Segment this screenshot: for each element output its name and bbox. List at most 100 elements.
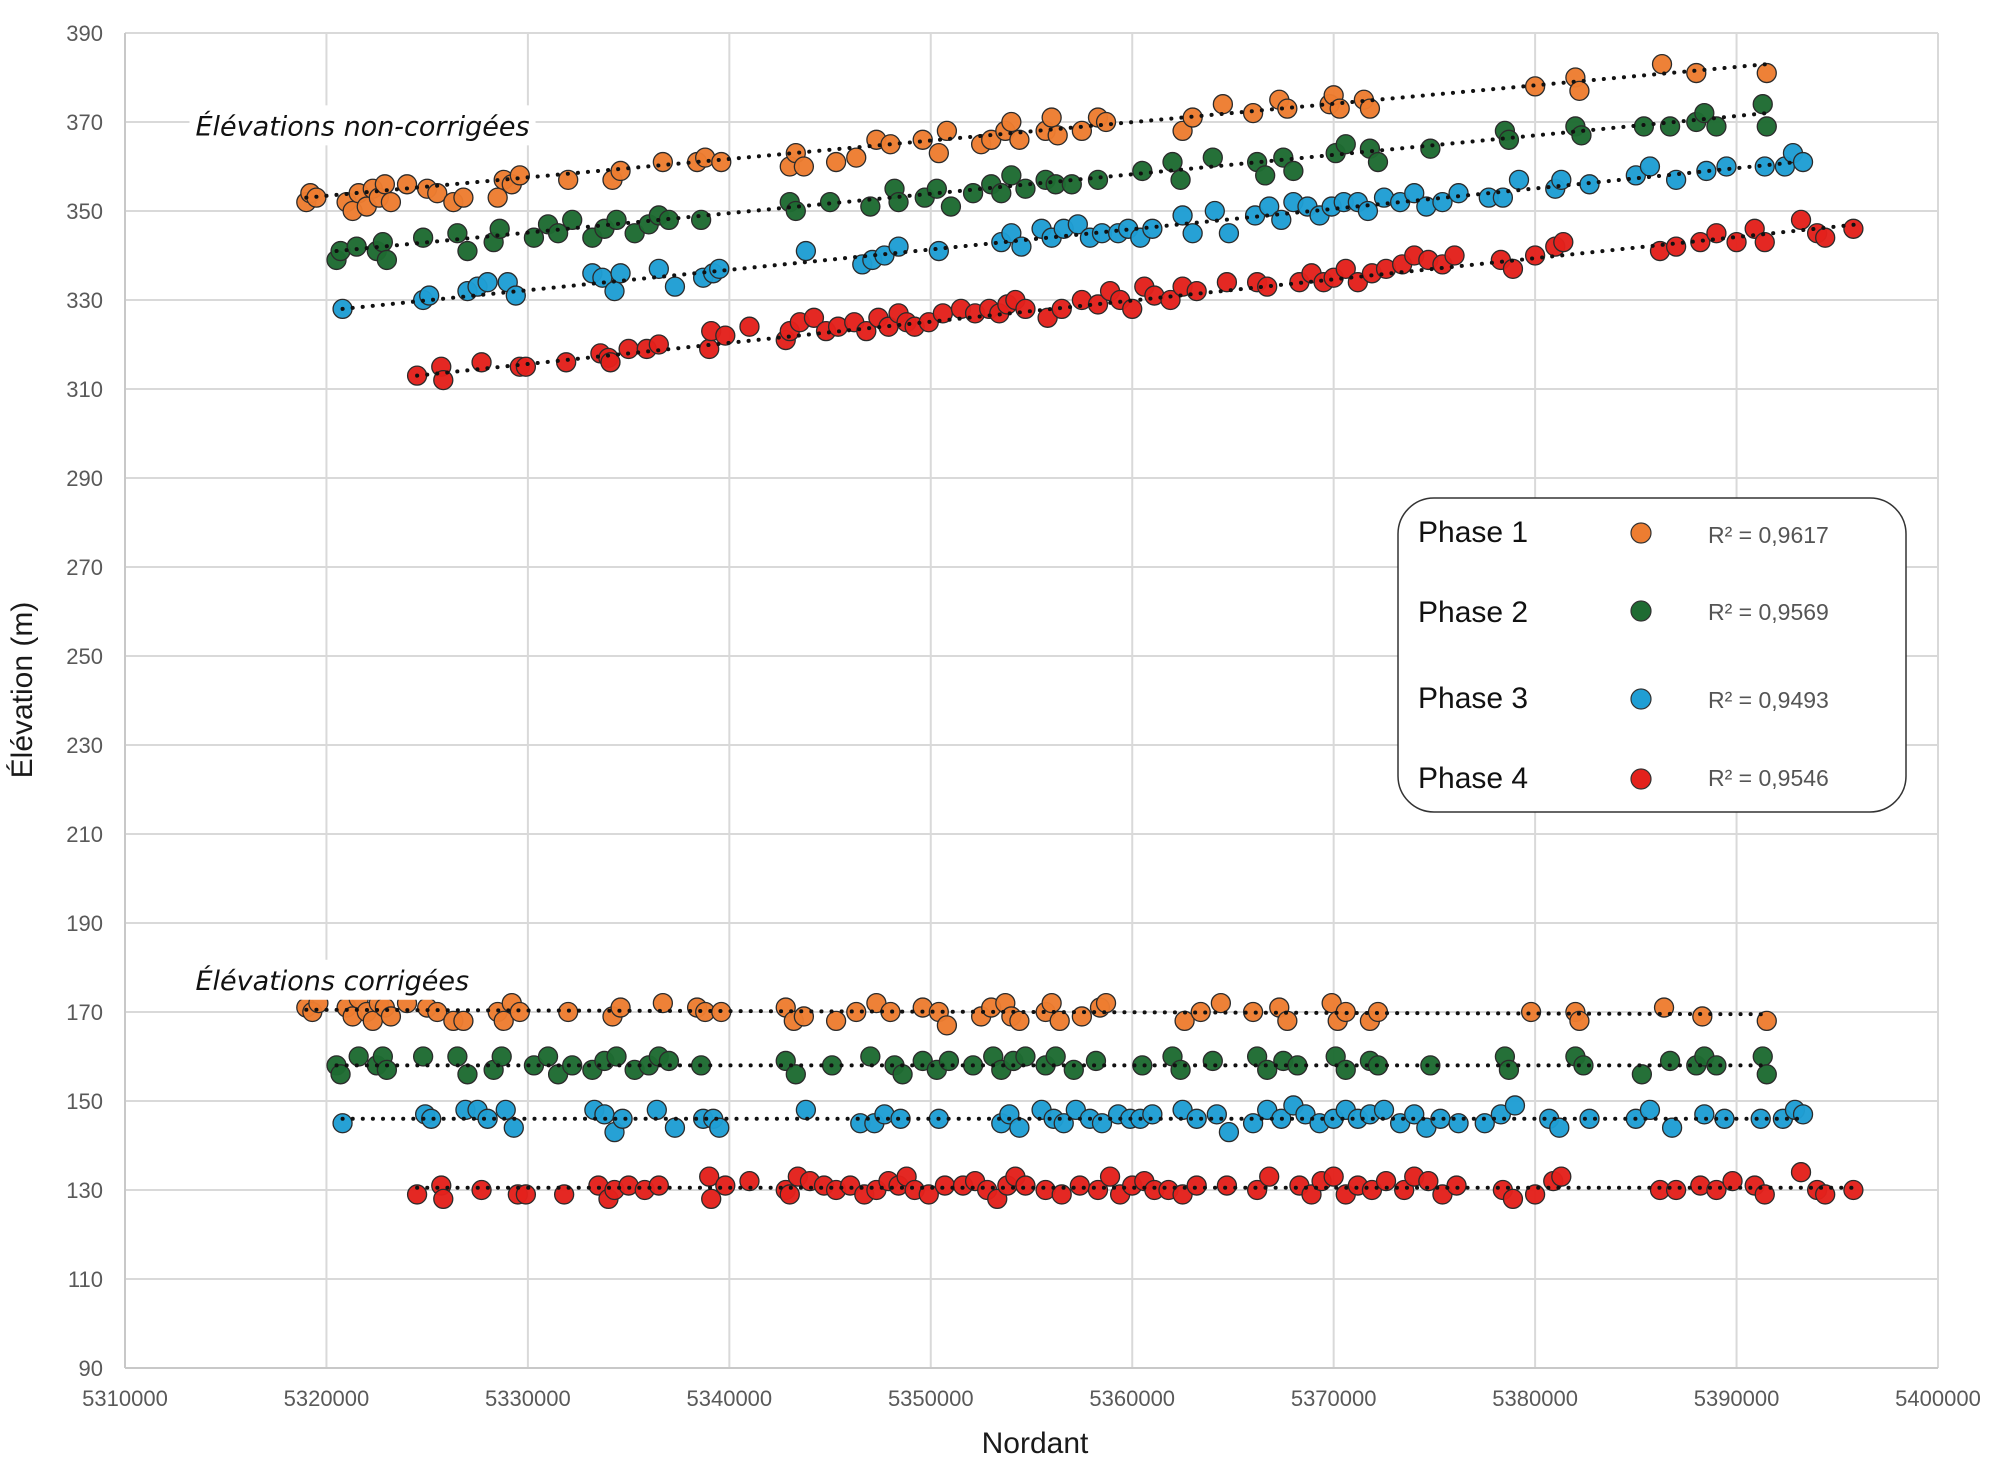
data-point	[1216, 272, 1238, 293]
data-point	[1639, 1099, 1661, 1121]
data-point	[1186, 1108, 1207, 1129]
legend-entry-phase-4: Phase 4 R² = 0,9546	[1418, 762, 1829, 795]
data-point	[1569, 80, 1590, 101]
data-point	[1373, 1099, 1395, 1121]
series-phase-1-non-corrigees	[296, 54, 1777, 222]
annotation-label: Élévations corrigées	[196, 965, 470, 997]
annotations: Élévations non-corrigées Élévations corri…	[189, 105, 536, 1000]
data-point	[537, 1046, 559, 1067]
x-tick-label: 5380000	[1492, 1386, 1578, 1411]
data-point	[547, 223, 569, 244]
data-point	[1694, 1104, 1715, 1125]
data-point	[936, 120, 958, 142]
data-point	[477, 1108, 498, 1129]
data-point	[648, 258, 669, 280]
data-point	[1216, 1175, 1238, 1196]
data-point	[1162, 151, 1183, 173]
data-point	[1573, 1055, 1594, 1076]
data-point	[558, 169, 579, 191]
data-point	[1756, 1064, 1777, 1085]
x-tick-label: 5350000	[888, 1386, 974, 1411]
data-point	[1091, 1113, 1113, 1134]
data-point	[793, 156, 815, 177]
data-point	[1694, 102, 1715, 124]
data-point	[1283, 160, 1304, 182]
data-point	[1335, 134, 1356, 155]
legend-marker-icon	[1630, 688, 1652, 710]
data-point	[1190, 1001, 1211, 1023]
data-point	[1009, 1010, 1030, 1032]
data-point	[1661, 1117, 1683, 1138]
data-point	[1686, 62, 1707, 84]
data-point	[1071, 120, 1093, 142]
data-point	[1202, 147, 1223, 168]
data-point	[1015, 1046, 1036, 1067]
data-point	[1009, 1117, 1030, 1138]
data-point	[1182, 223, 1203, 244]
data-point	[1335, 258, 1356, 280]
data-point	[396, 174, 418, 195]
y-tick-label: 290	[66, 466, 103, 491]
y-tick-label: 390	[66, 21, 103, 46]
data-point	[447, 1046, 468, 1067]
data-point	[690, 209, 712, 231]
y-tick-label: 150	[66, 1089, 103, 1114]
data-point	[1047, 125, 1068, 146]
data-point	[715, 325, 736, 346]
data-point	[1756, 62, 1777, 84]
data-point	[1257, 1059, 1278, 1080]
y-axis-ticks: 90 110 130 150 170 190 210 230 250 270 290 310 330 35…	[66, 21, 103, 1381]
data-point	[793, 1006, 815, 1027]
data-point	[739, 316, 760, 337]
data-point	[1122, 298, 1143, 320]
data-point	[1639, 156, 1661, 177]
data-point	[1754, 231, 1775, 253]
data-point	[346, 236, 367, 257]
x-tick-label: 5330000	[485, 1386, 571, 1411]
data-point	[1569, 1010, 1590, 1032]
data-point	[509, 165, 530, 186]
data-point	[1659, 116, 1681, 137]
data-point	[1335, 1059, 1356, 1080]
data-point	[711, 151, 732, 173]
data-point	[505, 285, 526, 306]
data-point	[1186, 1175, 1207, 1196]
data-point	[1015, 178, 1036, 199]
trendline	[340, 160, 1799, 311]
data-point	[1257, 276, 1278, 297]
data-point	[928, 240, 949, 262]
data-point	[1170, 1059, 1191, 1080]
data-point	[610, 160, 631, 182]
data-point	[991, 183, 1012, 204]
data-point	[1520, 1001, 1542, 1023]
data-point	[646, 1099, 667, 1121]
data-point	[856, 320, 877, 342]
data-point	[1277, 98, 1298, 119]
data-point	[1259, 196, 1280, 217]
data-point	[1041, 992, 1062, 1014]
x-axis-ticks: 5310000 5320000 5330000 5340000 5350000 53600…	[82, 1386, 1981, 1411]
data-point	[1172, 205, 1193, 226]
x-tick-label: 5400000	[1895, 1386, 1981, 1411]
data-point	[453, 1010, 474, 1032]
data-point	[406, 1184, 428, 1205]
data-point	[779, 1184, 800, 1205]
data-point	[739, 1170, 760, 1192]
y-tick-label: 370	[66, 110, 103, 135]
data-point	[1041, 107, 1062, 128]
data-point	[1204, 200, 1225, 222]
y-tick-label: 110	[68, 1267, 103, 1292]
data-point	[1665, 236, 1687, 257]
data-point	[600, 352, 621, 373]
data-point	[1359, 98, 1381, 119]
legend-label: Phase 1	[1418, 516, 1528, 549]
data-point	[1504, 1095, 1526, 1116]
data-point	[1242, 102, 1264, 124]
legend-entry-phase-2: Phase 2 R² = 0,9569	[1418, 596, 1829, 629]
data-point	[1045, 1046, 1066, 1067]
data-point	[1375, 1170, 1397, 1192]
data-point	[1843, 218, 1864, 239]
data-point	[562, 209, 583, 231]
y-tick-label: 310	[66, 377, 103, 402]
legend-entry-phase-3: Phase 3 R² = 0,9493	[1418, 682, 1829, 715]
